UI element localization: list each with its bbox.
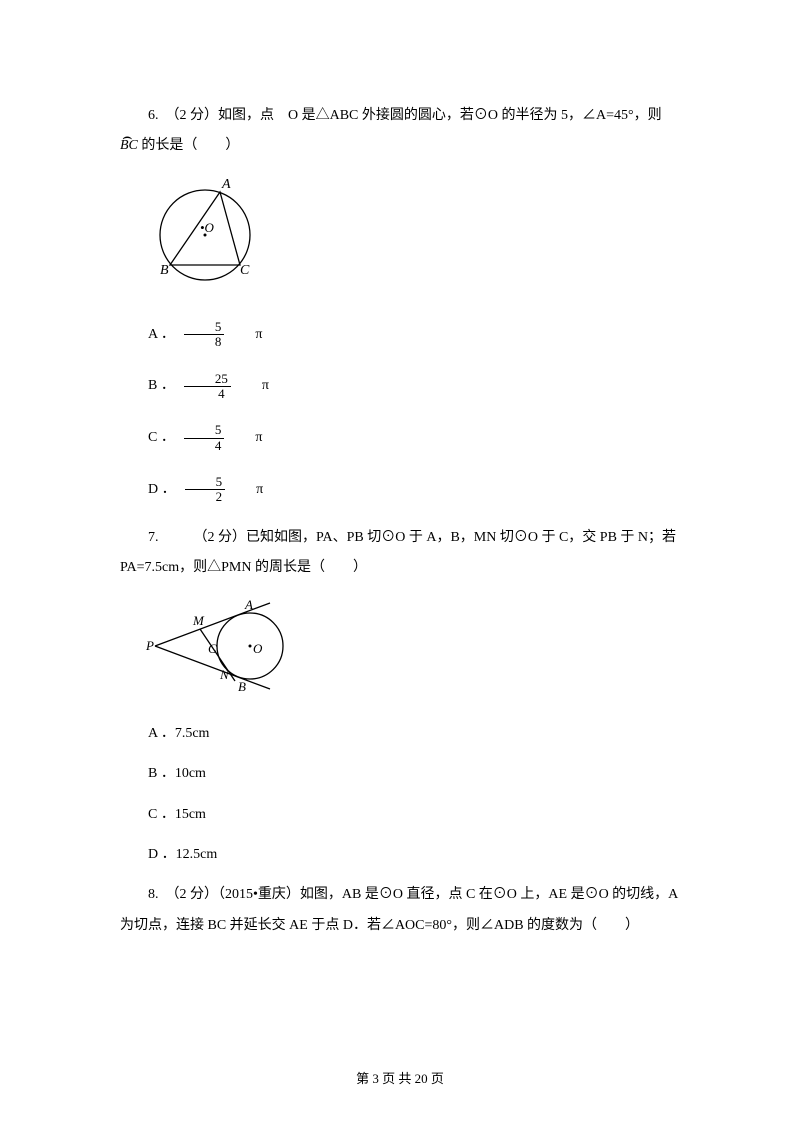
arc-bc-label: BC <box>120 135 138 157</box>
q6-opt-d-den: 2 <box>185 490 226 504</box>
question-8: 8. （2 分）（2015•重庆）如图，AB 是⊙O 直径，点 C 在⊙O 上，… <box>120 884 680 937</box>
q6-opt-a-den: 8 <box>184 335 225 349</box>
q6-line2: BC 的长是（ ） <box>120 135 680 157</box>
svg-text:N: N <box>219 667 230 682</box>
q6-opt-b-num: 25 <box>184 372 231 387</box>
q7-option-a: A ．7.5cm <box>120 723 680 745</box>
question-6: 6. （2 分）如图，点 O 是△ABC 外接圆的圆心，若⊙O 的半径为 5，∠… <box>120 105 680 505</box>
q7-option-d: D ．12.5cm <box>120 844 680 866</box>
q6-opt-b-den: 4 <box>187 387 228 401</box>
svg-text:A: A <box>244 597 253 612</box>
page-footer: 第 3 页 共 20 页 <box>0 1069 800 1090</box>
svg-text:•O: •O <box>200 220 215 235</box>
svg-text:M: M <box>192 613 205 628</box>
q6-opt-b-suffix: π <box>234 375 269 397</box>
svg-text:P: P <box>145 638 154 653</box>
q6-opt-d-suffix: π <box>228 479 263 501</box>
q6-opt-a-num: 5 <box>184 320 225 335</box>
question-7: 7. （2 分）已知如图，PA、PB 切⊙O 于 A，B，MN 切⊙O 于 C，… <box>120 527 680 867</box>
q6-opt-d-label: D ． <box>120 479 176 501</box>
q6-option-d: D ． 5 2 π <box>120 475 680 505</box>
q7-line1: 7. （2 分）已知如图，PA、PB 切⊙O 于 A，B，MN 切⊙O 于 C，… <box>120 527 680 549</box>
q8-line1: 8. （2 分）（2015•重庆）如图，AB 是⊙O 直径，点 C 在⊙O 上，… <box>120 884 680 906</box>
svg-text:B: B <box>238 679 246 694</box>
q6-figure: A B C •O <box>140 170 680 298</box>
svg-text:A: A <box>221 177 231 192</box>
svg-text:C: C <box>208 641 217 656</box>
q7-option-b: B ．10cm <box>120 763 680 785</box>
q6-option-a: A ． 5 8 π <box>120 320 680 350</box>
q6-line2-text: 的长是（ ） <box>141 138 239 153</box>
q7-line2: PA=7.5cm，则△PMN 的周长是（ ） <box>120 557 680 579</box>
q6-opt-a-suffix: π <box>227 324 262 346</box>
q7-option-c: C ．15cm <box>120 804 680 826</box>
q6-opt-a-fraction: 5 8 <box>184 320 225 350</box>
svg-text:B: B <box>160 263 169 278</box>
q6-opt-b-label: B ． <box>120 375 175 397</box>
q6-opt-c-label: C ． <box>120 427 175 449</box>
q7-figure: P M A C N B O <box>140 591 680 704</box>
q6-opt-c-den: 4 <box>184 439 225 453</box>
q6-opt-c-num: 5 <box>184 423 225 438</box>
q6-opt-b-fraction: 25 4 <box>184 372 231 402</box>
q6-opt-c-fraction: 5 4 <box>184 423 225 453</box>
q8-line2: 为切点，连接 BC 并延长交 AE 于点 D．若∠AOC=80°，则∠ADB 的… <box>120 915 680 937</box>
q6-opt-d-num: 5 <box>185 475 226 490</box>
q6-opt-c-suffix: π <box>227 427 262 449</box>
q6-option-b: B ． 25 4 π <box>120 372 680 402</box>
q6-option-c: C ． 5 4 π <box>120 423 680 453</box>
q6-opt-d-fraction: 5 2 <box>185 475 226 505</box>
svg-text:C: C <box>240 263 250 278</box>
q6-opt-a-label: A ． <box>120 324 175 346</box>
svg-text:O: O <box>253 641 263 656</box>
q6-line1: 6. （2 分）如图，点 O 是△ABC 外接圆的圆心，若⊙O 的半径为 5，∠… <box>120 105 680 127</box>
